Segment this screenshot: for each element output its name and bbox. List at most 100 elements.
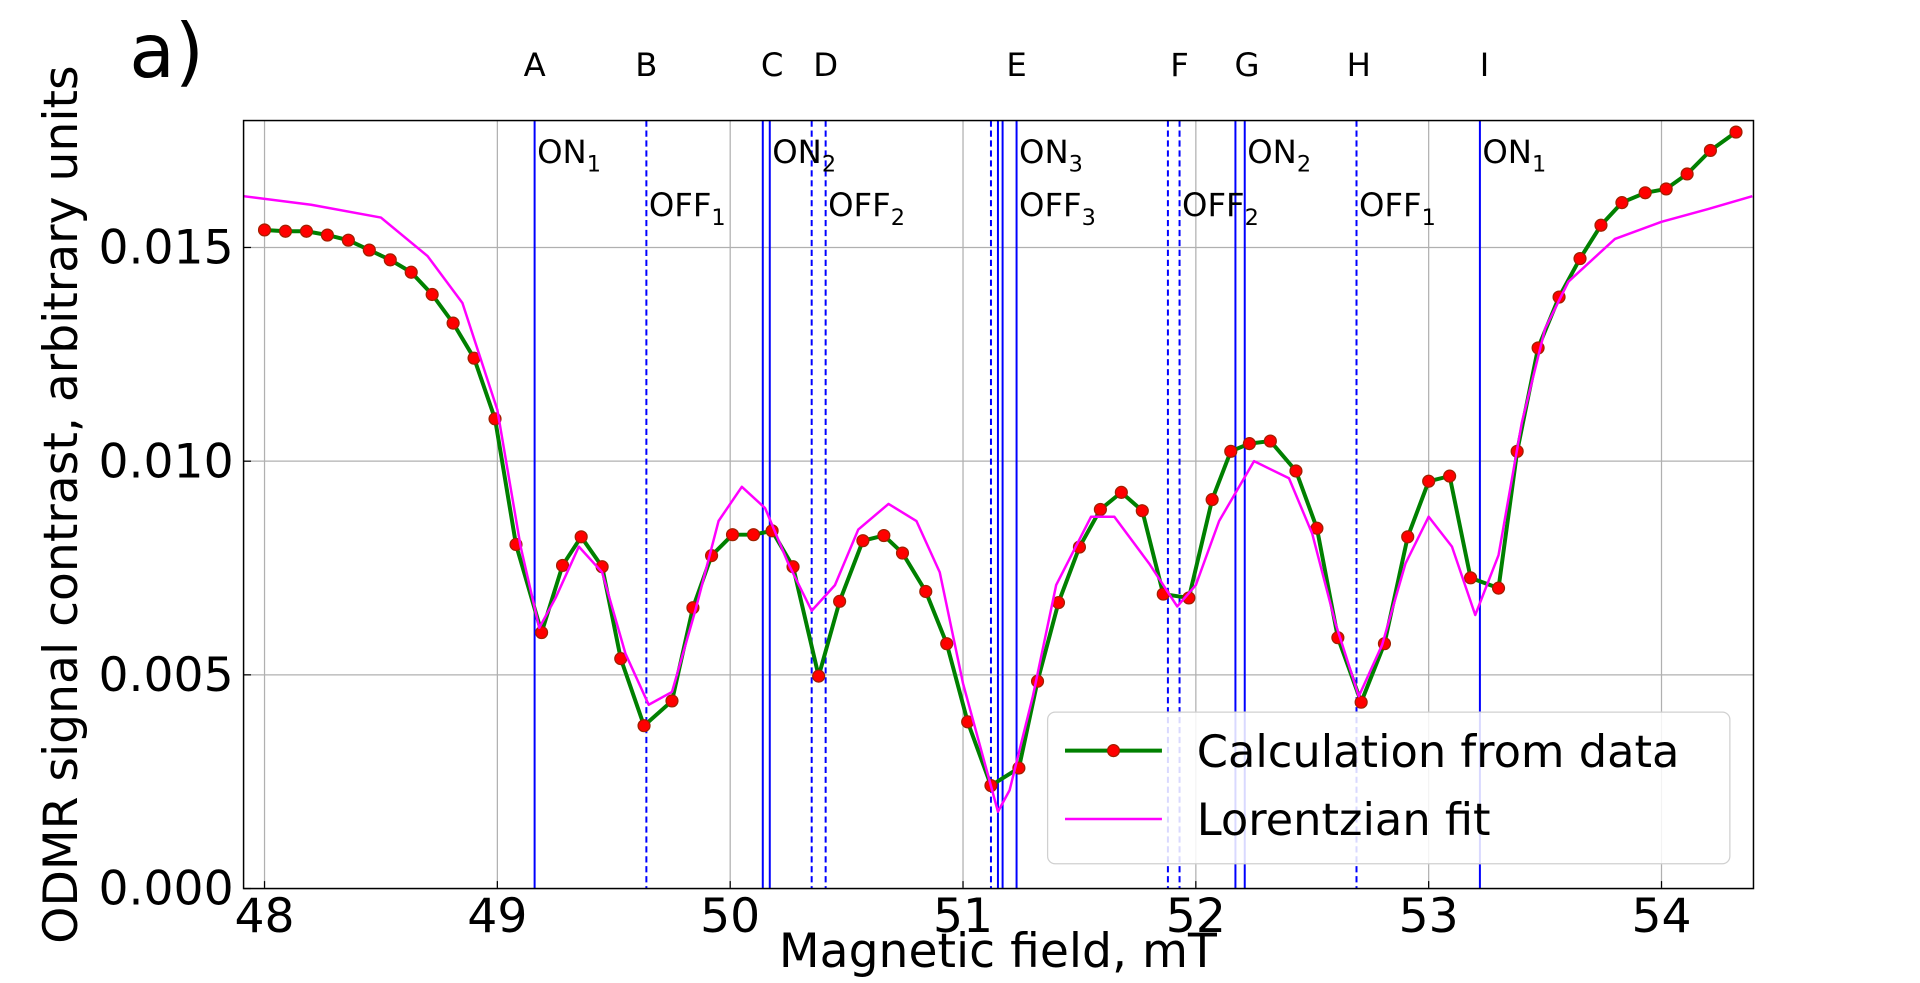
data-point	[1443, 469, 1457, 483]
y-tick-label: 0.015	[98, 221, 233, 276]
on-label: ON2	[772, 133, 836, 178]
data-point	[1703, 143, 1717, 158]
data-point	[1354, 695, 1368, 709]
transition-letter: A	[524, 46, 546, 84]
data-point	[446, 316, 460, 330]
data-point	[1422, 474, 1436, 488]
transition-letter: B	[635, 46, 657, 84]
transition-letter: G	[1235, 46, 1260, 84]
off-label: OFF2	[1182, 186, 1259, 231]
data-point	[278, 224, 293, 238]
off-label: OFF3	[1019, 186, 1096, 231]
transition-letter: H	[1347, 46, 1371, 84]
legend-marker	[1106, 744, 1121, 758]
transition-letter: C	[761, 46, 784, 84]
data-point	[257, 223, 272, 237]
x-tick-label: 54	[1631, 889, 1691, 944]
data-point	[1573, 252, 1587, 266]
data-point	[856, 534, 870, 548]
data-point	[877, 528, 891, 543]
on-label-sub: 2	[1297, 152, 1311, 178]
on-label-main: ON	[1482, 133, 1532, 171]
legend-label: Lorentzian fit	[1197, 793, 1491, 846]
data-point	[383, 253, 397, 267]
legend-label: Calculation from data	[1197, 725, 1680, 778]
data-point	[1615, 196, 1629, 210]
on-label: ON1	[537, 133, 601, 178]
data-point	[574, 530, 588, 544]
y-tick-label: 0.000	[98, 862, 233, 917]
data-point	[320, 228, 334, 242]
data-point	[1093, 502, 1107, 517]
off-label-main: OFF	[828, 186, 891, 224]
data-point	[1659, 182, 1673, 196]
data-point	[555, 558, 570, 573]
plot-frame	[242, 119, 1755, 890]
data-point	[833, 594, 847, 608]
off-label-sub: 3	[1082, 205, 1096, 231]
y-axis-title: ODMR signal contrast, arbitrary units	[34, 65, 89, 943]
x-axis-title: Magnetic field, mT	[779, 924, 1217, 979]
data-point	[1594, 218, 1608, 232]
data-point	[425, 287, 439, 302]
off-label-sub: 1	[711, 205, 725, 231]
x-tick-label: 52	[1166, 889, 1226, 944]
off-label-main: OFF	[1359, 186, 1422, 224]
data-point	[637, 719, 651, 733]
data-point	[665, 694, 679, 708]
off-label-main: OFF	[1019, 186, 1082, 224]
panel-label: a)	[129, 8, 204, 95]
on-label: ON3	[1019, 133, 1083, 178]
off-label-main: OFF	[649, 186, 712, 224]
x-tick-label: 53	[1399, 889, 1459, 944]
y-tick-label: 0.005	[98, 648, 233, 703]
data-point	[919, 584, 933, 599]
off-label-sub: 1	[1422, 205, 1436, 231]
data-point	[940, 637, 954, 651]
data-point	[535, 625, 549, 640]
on-label-main: ON	[1247, 133, 1297, 171]
data-point	[362, 243, 376, 257]
data-point	[1680, 167, 1694, 181]
data-point	[299, 224, 314, 238]
off-label-main: OFF	[1182, 186, 1245, 224]
x-tick-label: 48	[234, 889, 294, 944]
x-tick-label: 51	[933, 889, 993, 944]
transition-letter: E	[1006, 46, 1026, 84]
on-label-main: ON	[537, 133, 587, 171]
data-point	[1205, 493, 1219, 507]
off-label-sub: 2	[891, 205, 905, 231]
data-point	[341, 233, 355, 247]
x-tick-label: 49	[467, 889, 527, 944]
data-point	[1401, 530, 1415, 544]
data-point	[746, 528, 761, 542]
data-point	[1638, 186, 1652, 200]
data-point	[1464, 571, 1478, 585]
transition-letter: F	[1170, 46, 1189, 84]
data-point	[1135, 504, 1149, 518]
data-point	[812, 669, 826, 683]
x-tick-label: 50	[700, 889, 760, 944]
on-label-sub: 2	[822, 152, 836, 178]
off-label: OFF1	[649, 186, 726, 231]
on-label-sub: 1	[587, 152, 601, 178]
data-point	[1289, 464, 1303, 478]
off-label-sub: 2	[1245, 205, 1259, 231]
off-label: OFF2	[828, 186, 905, 231]
data-point	[1114, 485, 1128, 499]
data-point	[1263, 434, 1277, 448]
data-point	[1224, 444, 1238, 458]
transition-letter: I	[1480, 46, 1490, 84]
data-point	[725, 528, 740, 542]
data-point	[1491, 581, 1506, 595]
data-point	[1242, 437, 1256, 451]
data-point	[1729, 125, 1743, 139]
on-label-main: ON	[772, 133, 822, 171]
on-label-main: ON	[1019, 133, 1069, 171]
on-label: ON1	[1482, 133, 1546, 178]
series-line	[243, 194, 1753, 813]
off-label: OFF1	[1359, 186, 1436, 231]
on-label-sub: 1	[1532, 152, 1546, 178]
